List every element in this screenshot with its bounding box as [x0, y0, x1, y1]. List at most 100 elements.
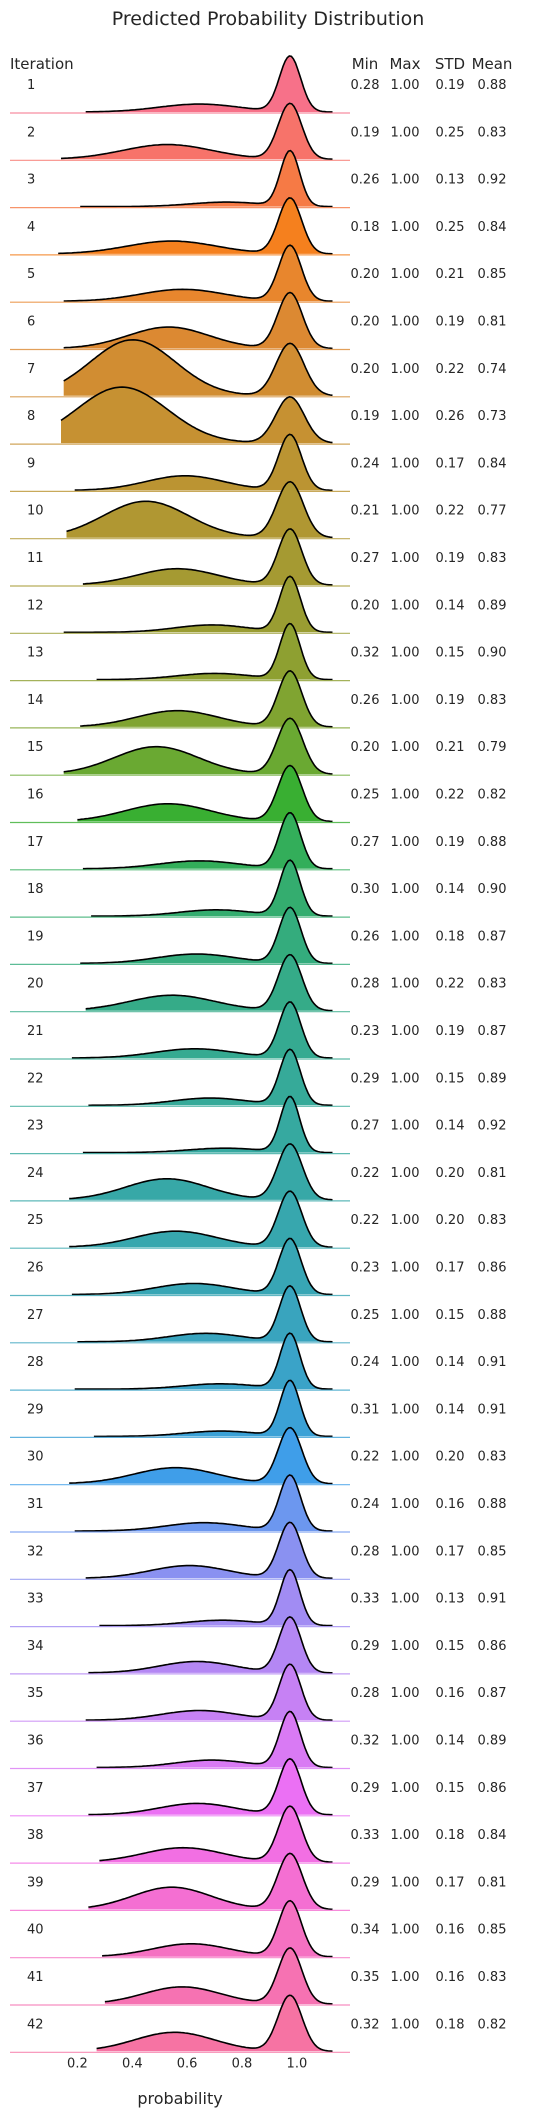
stat-min-34: 0.29 [351, 1639, 380, 1654]
stat-max-35: 1.00 [391, 1686, 420, 1701]
stat-min-4: 0.18 [351, 220, 380, 235]
stat-std-10: 0.22 [436, 504, 465, 519]
iteration-label-33: 33 [27, 1592, 44, 1607]
stat-max-20: 1.00 [391, 977, 420, 992]
stat-mean-14: 0.83 [478, 693, 507, 708]
ridge-fill-3 [80, 150, 333, 207]
ridge-row-14: 14 0.26 1.00 0.19 0.83 [10, 670, 507, 729]
x-tick-label: 0.2 [67, 2056, 88, 2071]
iteration-label-16: 16 [27, 788, 44, 803]
ridge-outline-36 [96, 1710, 333, 1769]
ridge-row-42: 42 0.32 1.00 0.18 0.82 [10, 1994, 506, 2053]
ridge-outline-26 [71, 1237, 333, 1296]
ridge-outline-15 [63, 717, 333, 775]
stat-mean-39: 0.81 [478, 1875, 507, 1890]
chart-title: Predicted Probability Distribution [112, 8, 425, 30]
stat-headers: Min Max STD Mean [352, 55, 513, 73]
stat-min-20: 0.28 [351, 977, 380, 992]
iteration-label-32: 32 [27, 1544, 44, 1559]
iteration-label-31: 31 [27, 1497, 44, 1512]
iteration-label-41: 41 [27, 1970, 44, 1985]
iteration-label-27: 27 [27, 1308, 44, 1323]
stat-mean-7: 0.74 [478, 362, 507, 377]
stat-min-6: 0.20 [351, 315, 380, 330]
ridge-outline-28 [74, 1332, 333, 1390]
stat-std-32: 0.17 [436, 1544, 465, 1559]
stat-mean-11: 0.83 [478, 551, 507, 566]
ridge-fill-9 [74, 434, 333, 491]
stat-std-21: 0.19 [436, 1024, 465, 1039]
stat-min-35: 0.28 [351, 1686, 380, 1701]
stat-min-30: 0.22 [351, 1450, 380, 1465]
stat-std-14: 0.19 [436, 693, 465, 708]
ridge-outline-14 [80, 670, 333, 728]
stat-max-23: 1.00 [391, 1119, 420, 1134]
stat-min-23: 0.27 [351, 1119, 380, 1134]
ridge-fill-40 [102, 1900, 333, 1957]
stat-std-2: 0.25 [436, 125, 465, 140]
stat-min-10: 0.21 [351, 504, 380, 519]
stat-mean-33: 0.91 [478, 1592, 507, 1607]
iteration-label-24: 24 [27, 1166, 44, 1181]
stat-min-42: 0.32 [351, 2017, 380, 2032]
stat-std-24: 0.20 [436, 1166, 465, 1181]
ridge-outline-29 [93, 1379, 333, 1438]
stat-std-17: 0.19 [436, 835, 465, 850]
stat-std-18: 0.14 [436, 882, 465, 897]
stat-min-28: 0.24 [351, 1355, 380, 1370]
stat-max-11: 1.00 [391, 551, 420, 566]
stat-mean-34: 0.86 [478, 1639, 507, 1654]
stat-max-21: 1.00 [391, 1024, 420, 1039]
ridge-fill-36 [96, 1711, 333, 1768]
stat-min-36: 0.32 [351, 1734, 380, 1749]
ridge-fill-35 [85, 1664, 333, 1721]
stat-std-39: 0.17 [436, 1875, 465, 1890]
ridge-row-1: 1 0.28 1.00 0.19 0.88 [10, 55, 506, 114]
iteration-label-13: 13 [27, 646, 44, 661]
ridge-fill-31 [74, 1475, 333, 1531]
iteration-label-30: 30 [27, 1450, 44, 1465]
ridge-fill-10 [66, 481, 333, 538]
ridge-outline-23 [82, 1095, 333, 1154]
iteration-label-37: 37 [27, 1781, 44, 1796]
stat-std-40: 0.16 [436, 1923, 465, 1938]
stat-max-15: 1.00 [391, 740, 420, 755]
stat-std-29: 0.14 [436, 1402, 465, 1417]
ridge-row-3: 3 0.26 1.00 0.13 0.92 [10, 149, 506, 209]
stat-max-25: 1.00 [391, 1213, 420, 1228]
ridge-outline-8 [60, 386, 333, 444]
iteration-label-42: 42 [27, 2017, 44, 2032]
ridge-outline-20 [85, 953, 333, 1012]
stat-std-1: 0.19 [436, 78, 465, 93]
ridge-row-17: 17 0.27 1.00 0.19 0.88 [10, 811, 506, 871]
stat-min-14: 0.26 [351, 693, 380, 708]
ridge-outline-10 [66, 480, 333, 539]
stat-max-40: 1.00 [391, 1923, 420, 1938]
stat-std-30: 0.20 [436, 1450, 465, 1465]
ridge-fill-41 [104, 1948, 333, 2004]
ridge-fill-20 [85, 954, 333, 1011]
stat-max-34: 1.00 [391, 1639, 420, 1654]
stat-min-19: 0.26 [351, 929, 380, 944]
stat-max-33: 1.00 [391, 1592, 420, 1607]
ridge-outline-40 [102, 1899, 333, 1958]
stat-min-40: 0.34 [351, 1923, 380, 1938]
stat-std-33: 0.13 [436, 1592, 465, 1607]
stat-min-22: 0.29 [351, 1071, 380, 1086]
ridge-outline-6 [63, 291, 333, 350]
iteration-label-23: 23 [27, 1119, 44, 1134]
stat-std-23: 0.14 [436, 1119, 465, 1134]
stat-max-28: 1.00 [391, 1355, 420, 1370]
stat-mean-41: 0.83 [478, 1970, 507, 1985]
stat-mean-36: 0.89 [478, 1734, 507, 1749]
stat-std-34: 0.15 [436, 1639, 465, 1654]
ridge-fill-27 [77, 1285, 333, 1342]
stat-max-39: 1.00 [391, 1875, 420, 1890]
ridge-fill-33 [99, 1569, 333, 1626]
iteration-label-34: 34 [27, 1639, 44, 1654]
stat-mean-24: 0.81 [478, 1166, 507, 1181]
ridge-row-34: 34 0.29 1.00 0.15 0.86 [10, 1616, 507, 1675]
stat-min-38: 0.33 [351, 1828, 380, 1843]
iteration-label-8: 8 [27, 409, 35, 424]
